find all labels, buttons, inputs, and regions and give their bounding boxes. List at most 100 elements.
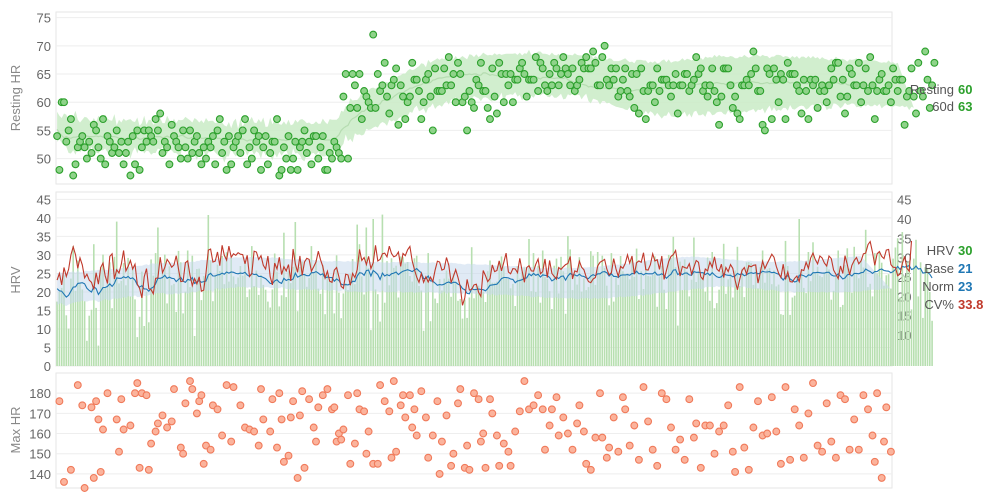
legend-hrv-label: HRV	[927, 243, 955, 258]
hrv-bar	[880, 262, 883, 366]
max-hr-point	[568, 445, 577, 454]
max-hr-point	[412, 431, 421, 440]
resting-hr-point	[261, 132, 270, 141]
hrv-bar	[317, 288, 320, 366]
max-hr-point	[103, 389, 112, 398]
y-tick-label: 55	[37, 123, 51, 138]
resting-hr-point	[589, 47, 598, 56]
y-tick-label: 65	[37, 67, 51, 82]
resting-hr-point	[126, 171, 135, 180]
y-tick-label: 15	[37, 303, 51, 318]
hrv-bar	[180, 262, 182, 366]
hrv-bar	[711, 252, 713, 366]
max-hr-point	[529, 401, 538, 410]
resting-hr-point	[167, 120, 176, 129]
resting-hr-point	[186, 126, 194, 135]
hrv-bar	[649, 276, 652, 366]
hrv-bar	[338, 292, 340, 366]
max-hr-point	[731, 467, 740, 476]
resting-hr-point	[811, 75, 820, 84]
resting-hr-point	[843, 92, 852, 101]
max-hr-point	[492, 431, 501, 440]
hrv-bar	[393, 267, 395, 366]
hrv-bar	[464, 299, 466, 366]
resting-hr-point	[854, 58, 863, 67]
resting-hr-point	[346, 103, 355, 112]
hrv-bar	[677, 325, 679, 366]
resting-hr-point	[85, 137, 94, 146]
max-hr-point	[772, 427, 781, 436]
hrv-bar	[161, 272, 164, 366]
resting-hr-point	[804, 115, 813, 124]
hrv-bar	[466, 317, 468, 366]
hrv-bar	[56, 301, 58, 366]
resting-hr-point	[600, 41, 609, 50]
max-hr-point	[534, 391, 543, 400]
resting-hr-point	[692, 53, 701, 62]
max-hr-point	[408, 423, 417, 432]
hrv-bar	[65, 315, 68, 366]
max-hr-point	[353, 389, 362, 398]
max-hr-point	[809, 379, 817, 388]
max-hr-point	[744, 465, 753, 474]
hrv-bar	[241, 275, 244, 366]
hrv-bar	[663, 289, 665, 366]
hrv-bar	[887, 274, 890, 366]
hrv-bar	[512, 283, 514, 366]
max-hr-point	[314, 403, 323, 412]
hrv-bar	[141, 271, 143, 366]
hrv-bar	[484, 302, 487, 366]
max-hr-point	[598, 433, 607, 442]
hrv-bar	[312, 272, 315, 366]
hrv-bar	[303, 273, 306, 366]
max-hr-point	[179, 449, 188, 458]
max-hr-point	[167, 417, 176, 426]
hrv-bar	[853, 246, 855, 366]
hrv-bar	[823, 272, 826, 366]
resting-hr-point	[669, 81, 678, 90]
resting-hr-point	[128, 132, 137, 141]
hrv-bar	[221, 256, 223, 366]
max-hr-point	[648, 445, 657, 454]
resting-hr-point	[348, 70, 357, 78]
hrv-bar	[184, 291, 187, 366]
hrv-bar	[530, 291, 533, 366]
resting-hr-point	[923, 75, 932, 84]
resting-hr-point	[431, 64, 440, 73]
hrv-bar	[219, 270, 221, 366]
hrv-bar	[475, 283, 478, 366]
hrv-bar	[901, 232, 904, 366]
hrv-bar	[452, 273, 455, 366]
max-hr-point	[147, 439, 156, 448]
resting-hr-point	[66, 115, 75, 124]
resting-hr-point	[383, 92, 391, 101]
resting-hr-point	[673, 109, 682, 118]
hrv-bar	[63, 275, 65, 366]
resting-hr-point	[616, 87, 625, 95]
max-hr-point	[754, 397, 762, 406]
hrv-bar	[122, 263, 125, 366]
hrv-bar	[871, 296, 874, 366]
resting-hr-point	[112, 126, 121, 135]
resting-hr-point	[236, 149, 245, 157]
hrv-bar	[166, 303, 168, 366]
hrv-axis-title: HRV	[8, 266, 23, 294]
resting-hr-point	[696, 64, 705, 73]
resting-hr-point	[829, 75, 838, 84]
resting-hr-point	[889, 64, 898, 73]
hrv-bar	[457, 300, 459, 366]
hrv-bar	[516, 266, 519, 366]
cv-line	[56, 240, 913, 306]
max-hr-point	[218, 431, 227, 440]
hrv-bar	[578, 257, 581, 366]
resting-hr-point	[371, 103, 380, 112]
hrv-bar	[599, 272, 601, 366]
max-hr-point	[133, 379, 142, 388]
resting-hr-point	[474, 81, 483, 90]
resting-hr-point	[408, 58, 417, 67]
max-hr-point	[545, 421, 554, 430]
max-hr-point	[362, 449, 371, 458]
resting-hr-point	[289, 154, 298, 163]
hrv-bar	[757, 288, 759, 366]
resting-hr-point	[394, 120, 403, 129]
